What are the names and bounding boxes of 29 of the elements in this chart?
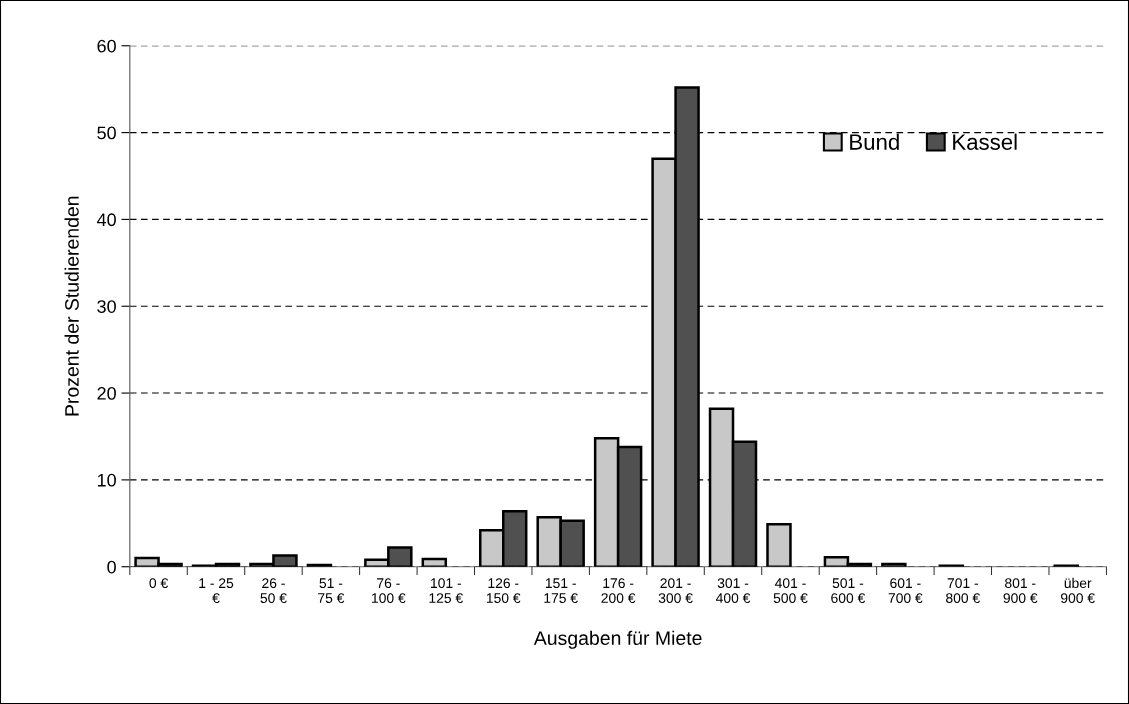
y-tick-label: 50: [97, 126, 116, 140]
x-tick-label: 101 - 125 €: [429, 578, 463, 603]
x-tick-label: 51 - 75 €: [318, 578, 345, 603]
x-tick-label: 126 - 150 €: [486, 578, 521, 603]
x-tick-label: 601 - 700 €: [888, 578, 923, 603]
x-tick-label: 26 - 50 €: [260, 578, 287, 603]
y-tick-label: 60: [97, 39, 116, 53]
x-tick-label: 76 - 100 €: [372, 578, 406, 603]
y-tick-label: 30: [97, 300, 116, 313]
x-tick-label: über 900 €: [1060, 577, 1095, 603]
x-tick-label: 401 - 500 €: [773, 578, 808, 603]
x-tick-label: 201 - 300 €: [658, 578, 693, 603]
y-tick-label: 20: [97, 387, 116, 400]
x-tick-label: 801 - 900 €: [1003, 578, 1038, 603]
x-tick-label: 1 - 25 €: [199, 578, 234, 603]
bar: [766, 522, 792, 567]
y-tick-label: 0: [107, 560, 116, 574]
x-tick-label: 301 - 400 €: [715, 578, 751, 603]
legend-label: Bund: [850, 133, 899, 150]
x-tick-label: 501 - 600 €: [831, 578, 866, 603]
x-tick-label: 151 - 175 €: [544, 578, 578, 603]
x-axis-title: Ausgaben für Miete: [533, 630, 702, 649]
x-tick-label: 176 - 200 €: [601, 578, 636, 603]
y-tick-label: 10: [97, 473, 116, 487]
x-tick-label: 0 €: [149, 578, 169, 589]
legend-label: Kassel: [953, 133, 1017, 150]
x-tick-label: 701 - 800 €: [946, 578, 980, 603]
y-axis-title: Prozent der Studierenden: [64, 196, 79, 416]
y-tick-label: 40: [96, 213, 116, 227]
